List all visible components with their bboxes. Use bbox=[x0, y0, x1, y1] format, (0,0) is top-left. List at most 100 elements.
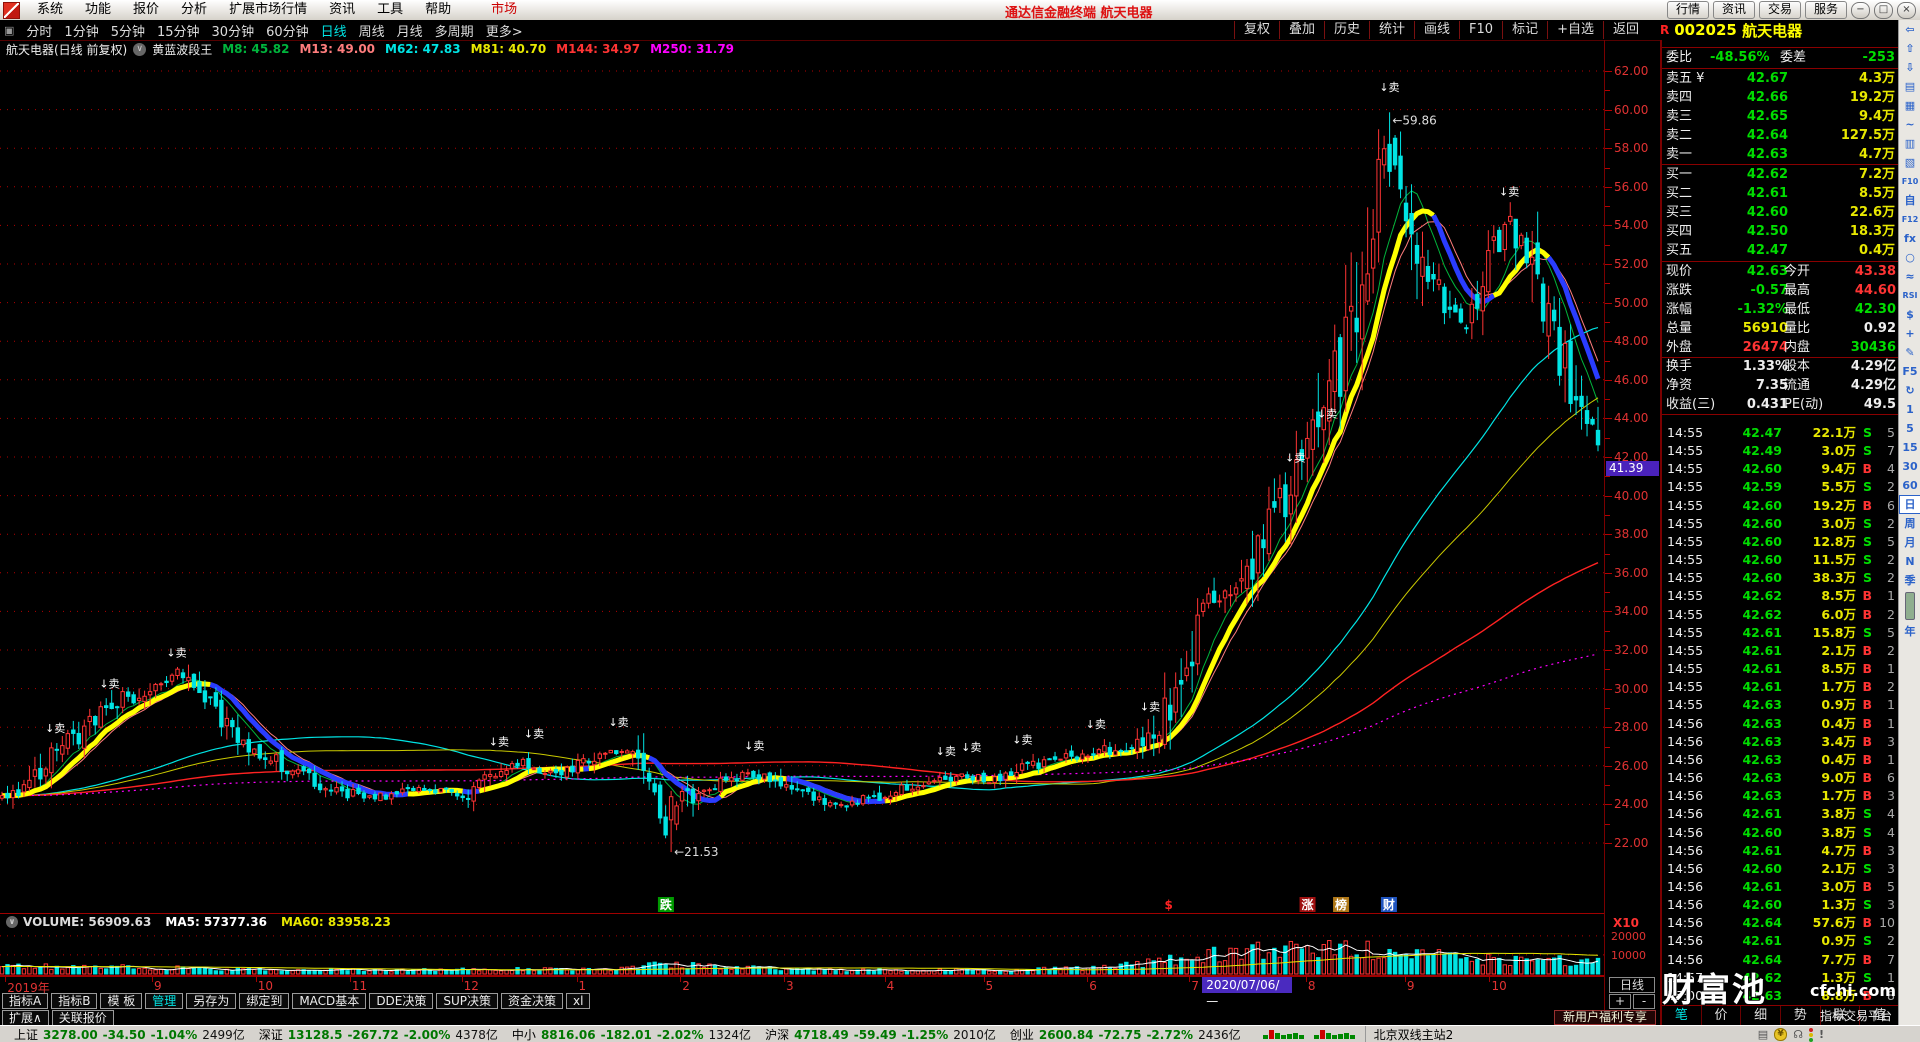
index-quote-深证[interactable]: 深证 13128.5 -267.72 -2.00% 4378亿 bbox=[259, 1026, 498, 1042]
rsi-icon[interactable]: RSI bbox=[1902, 291, 1918, 300]
tick-row[interactable]: 14:55 42.49 3.0万 S 7 bbox=[1662, 442, 1900, 460]
wave-icon[interactable]: ≈ bbox=[1905, 270, 1915, 283]
index-quote-中小[interactable]: 中小 8816.06 -182.01 -2.02% 1324亿 bbox=[512, 1026, 751, 1042]
tab-xl[interactable]: xl bbox=[566, 993, 591, 1009]
tab-绑定到[interactable]: 绑定到 bbox=[239, 993, 290, 1009]
split-view-icon[interactable]: ▣ bbox=[4, 23, 15, 37]
period-1分钟[interactable]: 1分钟 bbox=[64, 24, 99, 40]
tick-row[interactable]: 14:55 42.61 1.7万 B 2 bbox=[1662, 678, 1900, 696]
tick-row[interactable]: 14:57 42.62 1.3万 S 1 bbox=[1662, 969, 1900, 987]
tick-row[interactable]: 14:55 42.60 9.4万 B 4 bbox=[1662, 460, 1900, 478]
period-日线[interactable]: 日线 bbox=[320, 24, 347, 40]
tool-返回[interactable]: 返回 bbox=[1602, 21, 1648, 39]
candlestick-chart[interactable]: ↓卖 ↓卖 ↓卖 ↓卖 ↓卖 ↓卖 ↓卖 ↓卖 ↓卖 ↓卖 ↓卖 ↓卖 ↓卖 ↓卖 ↓卖 ↓卖 ←59.86 ←2… bbox=[0, 57, 1604, 914]
period-60-min[interactable]: 60 bbox=[1902, 479, 1918, 492]
tick-row[interactable]: 14:55 42.62 6.0万 B 2 bbox=[1662, 606, 1900, 624]
money-icon[interactable]: $ bbox=[1906, 308, 1914, 321]
period-60分钟[interactable]: 60分钟 bbox=[266, 24, 309, 40]
tick-row[interactable]: 14:56 42.63 0.4万 B 1 bbox=[1662, 715, 1900, 733]
tick-row[interactable]: 14:55 42.63 0.9万 B 1 bbox=[1662, 696, 1900, 714]
menu-功能[interactable]: 功能 bbox=[85, 2, 112, 17]
period-n[interactable]: N bbox=[1905, 555, 1915, 568]
tick-row[interactable]: 14:55 42.60 3.0万 S 2 bbox=[1662, 515, 1900, 533]
period-周线[interactable]: 周线 bbox=[358, 24, 385, 40]
custom-panel-icon[interactable]: 自 bbox=[1904, 194, 1916, 207]
quote-table-icon[interactable]: ▦ bbox=[1904, 99, 1916, 112]
tick-row[interactable]: 14:56 42.61 3.8万 S 4 bbox=[1662, 805, 1900, 823]
period-quarter[interactable]: 季 bbox=[1904, 574, 1916, 587]
tick-row[interactable]: 14:55 42.62 8.5万 B 1 bbox=[1662, 587, 1900, 605]
tick-row[interactable]: 14:55 42.60 11.5万 S 2 bbox=[1662, 551, 1900, 569]
tick-row[interactable]: 14:56 42.64 7.7万 B 7 bbox=[1662, 951, 1900, 969]
zoom-out-button[interactable]: - bbox=[1633, 994, 1655, 1009]
tick-row[interactable]: 14:55 42.47 22.1万 S 5 bbox=[1662, 424, 1900, 442]
tick-row[interactable]: 14:56 42.61 4.7万 B 3 bbox=[1662, 842, 1900, 860]
quote-tab-联[interactable]: 联 bbox=[1821, 1006, 1861, 1026]
quote-tab-势[interactable]: 势 bbox=[1781, 1006, 1821, 1026]
back-icon[interactable]: ⇦ bbox=[1905, 23, 1915, 36]
tab-扩展∧[interactable]: 扩展∧ bbox=[2, 1010, 49, 1026]
tick-row[interactable]: 14:56 42.64 57.6万 B 10 bbox=[1662, 914, 1900, 932]
menu-分析[interactable]: 分析 bbox=[181, 2, 208, 17]
tool-历史[interactable]: 历史 bbox=[1323, 21, 1369, 39]
menu-系统[interactable]: 系统 bbox=[37, 2, 64, 17]
period-15-min[interactable]: 15 bbox=[1902, 441, 1918, 454]
index-quote-上证[interactable]: 上证 3278.00 -34.50 -1.04% 2499亿 bbox=[14, 1026, 245, 1042]
tick-row[interactable]: 14:55 42.61 2.1万 B 2 bbox=[1662, 642, 1900, 660]
tab-另存为[interactable]: 另存为 bbox=[186, 993, 237, 1009]
f10-icon[interactable]: F10 bbox=[1901, 177, 1919, 186]
top-button-交易[interactable]: 交易 bbox=[1758, 1, 1801, 19]
tab-指标B[interactable]: 指标B bbox=[51, 993, 98, 1009]
kline-panel-icon[interactable]: ▥ bbox=[1904, 137, 1916, 150]
tool-F10[interactable]: F10 bbox=[1459, 21, 1502, 39]
tick-row[interactable]: 14:55 42.60 38.3万 S 2 bbox=[1662, 569, 1900, 587]
tick-row[interactable]: 14:56 42.60 1.3万 S 3 bbox=[1662, 896, 1900, 914]
page-down-icon[interactable]: ⇩ bbox=[1905, 61, 1915, 74]
top-button-行情[interactable]: 行情 bbox=[1666, 1, 1709, 19]
period-year[interactable]: 年 bbox=[1904, 625, 1916, 638]
period-week[interactable]: 周 bbox=[1904, 517, 1916, 530]
top-button-服务[interactable]: 服务 bbox=[1804, 1, 1847, 19]
circle-mark-icon[interactable]: ○ bbox=[1905, 251, 1915, 264]
tick-row[interactable]: 14:55 42.59 5.5万 S 2 bbox=[1662, 478, 1900, 496]
tab-管理[interactable]: 管理 bbox=[145, 993, 184, 1009]
tab-DDE决策[interactable]: DDE决策 bbox=[369, 993, 434, 1009]
chevron-down-icon[interactable]: ∨ bbox=[133, 42, 147, 56]
draw-icon[interactable]: ✎ bbox=[1905, 346, 1915, 359]
tab-关联报价[interactable]: 关联报价 bbox=[51, 1010, 114, 1026]
tick-row[interactable]: 14:56 42.63 9.0万 B 6 bbox=[1662, 769, 1900, 787]
date-axis[interactable]: 2019年 9 10 11 12 1 2 3 4 5 6 7 8 9 10 2020/07/06/— bbox=[0, 976, 1604, 1008]
period-5-min[interactable]: 5 bbox=[1906, 422, 1914, 435]
tool-统计[interactable]: 统计 bbox=[1369, 21, 1414, 39]
tick-row[interactable]: 14:55 42.61 15.8万 S 5 bbox=[1662, 624, 1900, 642]
tool-+自选[interactable]: +自选 bbox=[1547, 21, 1603, 39]
alert-icon[interactable]: ! bbox=[1818, 1028, 1824, 1041]
tab-SUP决策[interactable]: SUP决策 bbox=[436, 993, 499, 1009]
period-5分钟[interactable]: 5分钟 bbox=[110, 24, 145, 40]
connection-icon[interactable]: ☊ bbox=[1793, 1028, 1803, 1041]
tick-row[interactable]: 14:55 42.60 19.2万 B 6 bbox=[1662, 497, 1900, 515]
tool-标记[interactable]: 标记 bbox=[1502, 21, 1547, 39]
period-多周期[interactable]: 多周期 bbox=[434, 24, 474, 40]
tab-指标A[interactable]: 指标A bbox=[2, 993, 49, 1009]
tool-叠加[interactable]: 叠加 bbox=[1278, 21, 1324, 39]
menu-报价[interactable]: 报价 bbox=[133, 2, 160, 17]
quote-tab-值[interactable]: 值 bbox=[1860, 1006, 1901, 1026]
tick-row[interactable]: 14:56 42.63 3.4万 B 3 bbox=[1662, 733, 1900, 751]
period-30-min[interactable]: 30 bbox=[1902, 460, 1918, 473]
menu-扩展市场行情[interactable]: 扩展市场行情 bbox=[229, 2, 308, 17]
quote-tab-价[interactable]: 价 bbox=[1702, 1006, 1742, 1026]
volume-chart[interactable] bbox=[0, 914, 1604, 976]
close-icon[interactable]: × bbox=[1897, 1, 1916, 19]
period-month[interactable]: 月 bbox=[1904, 536, 1916, 549]
menu-工具[interactable]: 工具 bbox=[377, 2, 404, 17]
info-panel-icon[interactable]: ▧ bbox=[1904, 156, 1916, 169]
refresh-icon[interactable]: ↻ bbox=[1905, 384, 1915, 397]
promo-banner[interactable]: 新用户福利专享 bbox=[1553, 1010, 1656, 1025]
message-icon[interactable]: ▤ bbox=[1757, 1028, 1769, 1041]
minimize-icon[interactable]: − bbox=[1851, 1, 1870, 19]
f12-icon[interactable]: F12 bbox=[1901, 215, 1919, 224]
menu-资讯[interactable]: 资讯 bbox=[329, 2, 356, 17]
tick-row[interactable]: 14:56 42.63 1.7万 B 3 bbox=[1662, 787, 1900, 805]
trend-line-icon[interactable]: ~ bbox=[1905, 118, 1915, 131]
